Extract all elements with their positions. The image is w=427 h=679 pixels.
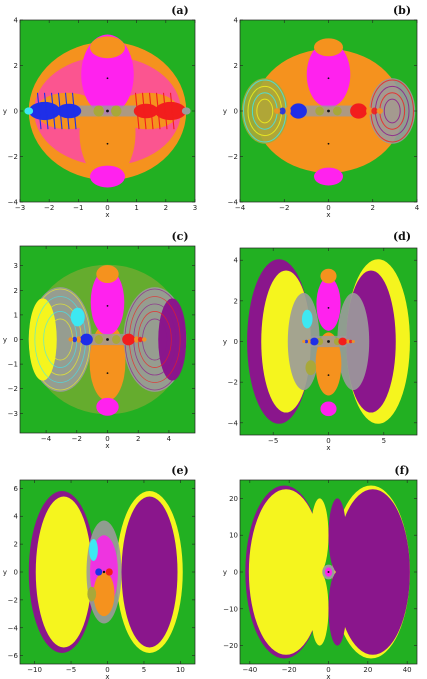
- y-axis-label: y: [3, 336, 7, 344]
- x-tick-label: −10: [27, 666, 42, 674]
- y-tick-label: 0: [14, 336, 18, 344]
- x-axis-label: x: [326, 673, 330, 679]
- y-tick-label: −4: [228, 199, 239, 207]
- x-tick-label: 0: [326, 437, 330, 445]
- x-tick-label: 0: [105, 204, 109, 212]
- x-tick-label: −2: [72, 435, 82, 443]
- x-tick-label: −40: [242, 666, 257, 674]
- y-tick-label: 4: [14, 17, 19, 25]
- x-tick-label: 5: [142, 666, 146, 674]
- x-tick-label: 40: [403, 666, 412, 674]
- basin-map: [240, 248, 417, 435]
- panel-6: −40 −20 0 20 40 −20 −10 0 10 20 x y (f): [223, 464, 418, 679]
- x-tick-label: 4: [415, 204, 420, 212]
- x-tick-label: −2: [44, 204, 54, 212]
- y-tick-label: 0: [234, 108, 238, 116]
- y-axis-label: y: [223, 338, 227, 346]
- y-tick-label: 0: [234, 569, 238, 577]
- x-tick-label: 0: [105, 435, 109, 443]
- basin-map: [20, 480, 195, 664]
- y-tick-label: −1: [8, 361, 18, 369]
- y-tick-label: −4: [8, 199, 19, 207]
- x-tick-label: −3: [15, 204, 25, 212]
- panel-1: −3 −2 −1 0 1 2 3 −4 −2 0 2 4 x y (a): [3, 4, 197, 219]
- y-tick-label: −4: [228, 419, 239, 427]
- x-axis-label: x: [105, 442, 109, 450]
- x-tick-label: 4: [167, 435, 172, 443]
- y-tick-label: 3: [14, 262, 18, 270]
- x-axis-label: x: [326, 444, 330, 452]
- panel-3: −4 −2 0 2 4 −3 −2 −1 0 1 2 3 x y (c): [3, 230, 196, 450]
- y-tick-label: −10: [223, 605, 238, 613]
- x-tick-label: −2: [279, 204, 289, 212]
- y-tick-label: −20: [223, 642, 238, 650]
- x-tick-label: −20: [282, 666, 297, 674]
- panel-label: (b): [393, 4, 411, 17]
- x-axis-label: x: [105, 211, 109, 219]
- y-tick-label: 0: [234, 338, 238, 346]
- y-tick-label: −2: [228, 153, 238, 161]
- y-tick-label: 2: [14, 541, 18, 549]
- panel-label: (a): [171, 4, 189, 17]
- panel-label: (d): [393, 230, 411, 243]
- y-tick-label: 4: [234, 257, 239, 265]
- y-tick-label: −2: [8, 385, 18, 393]
- x-axis-label: x: [326, 211, 330, 219]
- panel-label: (f): [394, 464, 409, 477]
- y-axis-label: y: [3, 569, 7, 577]
- y-tick-label: −4: [8, 624, 19, 632]
- x-tick-label: 20: [363, 666, 372, 674]
- y-tick-label: 1: [14, 311, 18, 319]
- y-tick-label: 20: [229, 495, 238, 503]
- basin-map: [20, 20, 195, 202]
- x-tick-label: 0: [105, 666, 109, 674]
- x-tick-label: −1: [73, 204, 83, 212]
- x-tick-label: 3: [193, 204, 197, 212]
- y-axis-label: y: [223, 108, 227, 116]
- y-tick-label: 4: [234, 17, 239, 25]
- y-tick-label: 0: [14, 569, 18, 577]
- y-tick-label: 2: [14, 62, 18, 70]
- x-tick-label: 2: [371, 204, 375, 212]
- x-tick-label: 0: [326, 204, 330, 212]
- x-tick-label: −5: [268, 437, 278, 445]
- x-tick-label: −4: [41, 435, 52, 443]
- y-tick-label: 0: [14, 108, 18, 116]
- y-tick-label: 2: [14, 287, 18, 295]
- panel-label: (e): [171, 464, 188, 477]
- y-tick-label: 2: [234, 62, 238, 70]
- y-tick-label: 10: [229, 532, 238, 540]
- basin-map: [240, 20, 417, 202]
- x-axis-label: x: [105, 673, 109, 679]
- y-tick-label: −2: [228, 379, 238, 387]
- y-tick-label: −6: [8, 652, 19, 660]
- x-tick-label: 2: [136, 435, 140, 443]
- y-tick-label: −2: [8, 596, 18, 604]
- y-axis-label: y: [223, 569, 227, 577]
- x-tick-label: 2: [164, 204, 168, 212]
- basin-map: [20, 246, 195, 433]
- y-tick-label: 4: [14, 513, 19, 521]
- x-tick-label: 10: [176, 666, 185, 674]
- y-tick-label: 6: [14, 485, 19, 493]
- x-tick-label: −4: [235, 204, 246, 212]
- y-tick-label: −2: [8, 153, 18, 161]
- x-tick-label: 1: [134, 204, 138, 212]
- panel-5: −10 −5 0 5 10 −6 −4 −2 0 2 4 6 x y (e): [3, 464, 196, 679]
- panel-label: (c): [171, 230, 188, 243]
- x-tick-label: 0: [326, 666, 330, 674]
- panel-2: −4 −2 0 2 4 −4 −2 0 2 4 x y (b): [223, 4, 420, 219]
- panel-4: −5 0 5 −4 −2 0 2 4 x y (d): [223, 230, 418, 452]
- x-tick-label: −5: [66, 666, 76, 674]
- basin-map: [240, 480, 417, 664]
- x-tick-label: 5: [382, 437, 386, 445]
- y-tick-label: −3: [8, 410, 18, 418]
- y-axis-label: y: [3, 108, 7, 116]
- y-tick-label: 2: [234, 297, 238, 305]
